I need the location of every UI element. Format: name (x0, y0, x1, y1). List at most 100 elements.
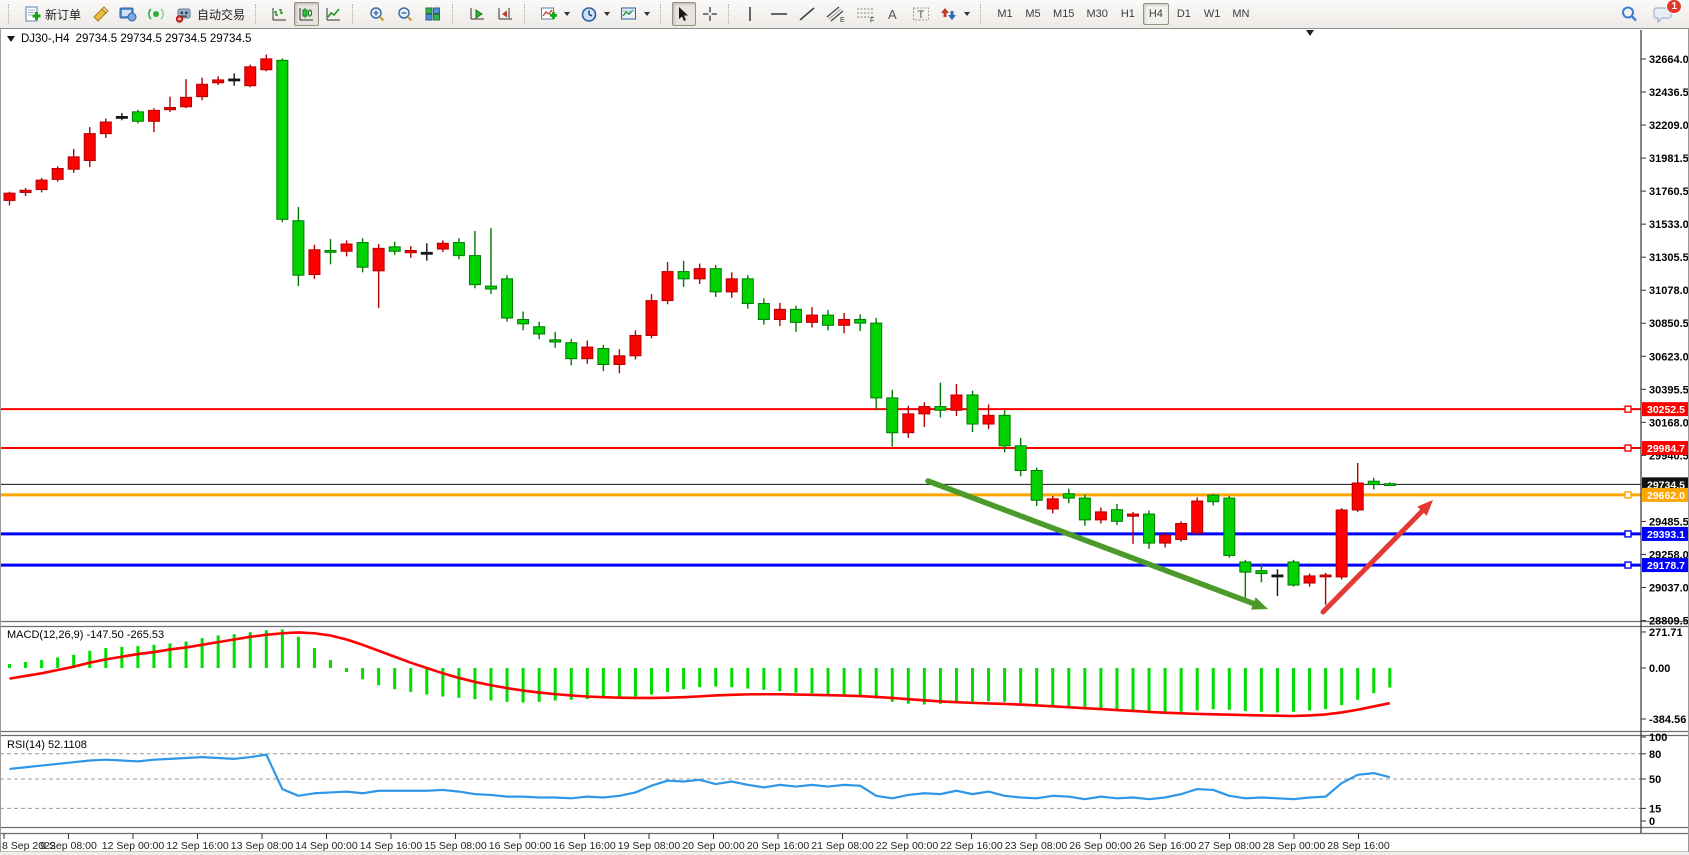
fibonacci-button[interactable]: F (852, 2, 880, 26)
toolbar-drag-handle (8, 4, 15, 24)
timeframe-h4-button[interactable]: H4 (1142, 3, 1169, 25)
time-tick-label: 22 Sep 00:00 (876, 840, 939, 852)
arrows-button[interactable] (936, 2, 974, 26)
signals-button[interactable] (143, 2, 169, 26)
bull-candle (773, 308, 786, 320)
new-order-button[interactable]: 新订单 (20, 2, 85, 26)
rsi-line (9, 753, 1391, 801)
one-click-trading-toggle-icon[interactable] (7, 36, 15, 42)
templates-button[interactable] (616, 2, 654, 26)
indicators-button[interactable] (536, 2, 574, 26)
timeframe-m1-button[interactable]: M1 (997, 8, 1013, 20)
crosshair-icon (702, 6, 718, 22)
zoom-out-icon (396, 6, 414, 23)
line-anchor-handle[interactable] (1624, 561, 1632, 569)
line-anchor-handle[interactable] (1624, 405, 1632, 413)
timeframe-m15-button[interactable]: M15 (1053, 8, 1075, 20)
rsi-tick-label: 15 (1649, 803, 1661, 815)
chart-shift-button[interactable] (492, 2, 518, 26)
bear-candle (276, 59, 289, 220)
line-anchor-handle[interactable] (1624, 491, 1632, 499)
candlestick-chart-button[interactable] (294, 2, 320, 26)
price-tick-label: 32664.0 (1649, 54, 1689, 66)
bull-candle (180, 96, 193, 108)
horizontal-line-button[interactable] (766, 2, 792, 26)
zoom-in-button[interactable] (364, 2, 390, 26)
crosshair-button[interactable] (698, 2, 722, 26)
bull-candle (693, 268, 706, 280)
bull-candle (436, 242, 449, 250)
bear-candle (1143, 513, 1156, 544)
bull-candle (212, 79, 225, 84)
bar-chart-button[interactable] (267, 2, 292, 26)
cursor-button[interactable] (672, 2, 697, 26)
indicators-dropdown-caret[interactable] (564, 12, 571, 16)
svg-text:A: A (888, 7, 897, 22)
notification-button[interactable]: 1 (1649, 0, 1682, 26)
autotrading-button[interactable]: 自动交易 (171, 2, 249, 26)
search-button[interactable] (1616, 2, 1643, 26)
price-badge (1642, 441, 1689, 456)
svg-text:F: F (870, 17, 874, 23)
price-tick-label: 32436.5 (1649, 87, 1689, 99)
autotrading-robot-icon (175, 6, 193, 23)
time-tick-label: 14 Sep 00:00 (295, 840, 358, 852)
price-tick-label: 30168.0 (1649, 417, 1689, 429)
equidistant-channel-button[interactable]: E (822, 2, 850, 26)
scroll-position-marker-icon[interactable] (1306, 30, 1314, 36)
down-trend-arrow-head[interactable] (1251, 597, 1268, 610)
periods-button[interactable] (576, 2, 614, 26)
line-chart-icon (325, 6, 342, 22)
line-chart-button[interactable] (321, 2, 346, 26)
bull-candle (99, 121, 112, 135)
bull-candle (196, 83, 209, 98)
vertical-line-icon (744, 6, 756, 22)
zoom-out-button[interactable] (392, 2, 418, 26)
timeframe-w1-button[interactable]: W1 (1203, 8, 1221, 20)
bull-candle (806, 314, 818, 323)
up-reversal-arrow[interactable] (1320, 503, 1430, 615)
price-tick-label: 31305.5 (1649, 252, 1689, 264)
bear-candle (886, 397, 899, 434)
price-tick-label: 29485.5 (1649, 516, 1689, 528)
toolbar-separator (524, 4, 531, 24)
toolbar-separator (980, 4, 987, 24)
bar-chart-icon (271, 6, 288, 22)
timeframe-h1-button[interactable]: H1 (1120, 8, 1135, 20)
text-label-button[interactable]: T (908, 2, 934, 26)
chart-ohlc-quotes: 29734.5 29734.5 29734.5 29734.5 (75, 33, 252, 45)
bear-candle (324, 250, 337, 253)
equidistant-channel-icon: E (826, 6, 846, 23)
time-tick-label: 28 Sep 00:00 (1263, 840, 1326, 852)
text-button[interactable]: A (882, 2, 906, 26)
down-trend-arrow[interactable] (925, 478, 1264, 609)
bear-candle (420, 251, 433, 255)
timeframe-m5-button[interactable]: M5 (1025, 8, 1041, 20)
time-tick-label: 22 Sep 16:00 (940, 840, 1003, 852)
macd-indicator-label: MACD(12,26,9) -147.50 -265.53 (7, 629, 165, 641)
autotrading-label: 自动交易 (197, 7, 246, 22)
market-watch-button[interactable] (115, 2, 141, 26)
arrows-dropdown-caret[interactable] (964, 12, 971, 16)
bear-candle (1223, 497, 1236, 556)
trendline-button[interactable] (794, 2, 820, 26)
line-anchor-handle[interactable] (1624, 530, 1632, 538)
bull-candle (1351, 482, 1364, 511)
line-anchor-handle[interactable] (1624, 444, 1632, 452)
up-reversal-arrow-head[interactable] (1417, 500, 1433, 516)
toolbar-separator (255, 4, 262, 24)
metaeditor-button[interactable] (87, 2, 113, 26)
periods-dropdown-caret[interactable] (604, 12, 611, 16)
templates-dropdown-caret[interactable] (644, 12, 651, 16)
timeframe-m30-button[interactable]: M30 (1086, 8, 1108, 20)
bull-candle (404, 250, 417, 254)
timeframe-d1-button[interactable]: D1 (1176, 8, 1191, 20)
timeframe-mn-button[interactable]: MN (1232, 8, 1250, 20)
auto-scroll-button[interactable] (464, 2, 490, 26)
tile-windows-button[interactable] (420, 2, 446, 26)
time-tick-label: 21 Sep 08:00 (811, 840, 874, 852)
vertical-line-button[interactable] (740, 2, 764, 26)
cursor-icon (676, 6, 690, 22)
time-tick-label: 28 Sep 16:00 (1327, 840, 1390, 852)
